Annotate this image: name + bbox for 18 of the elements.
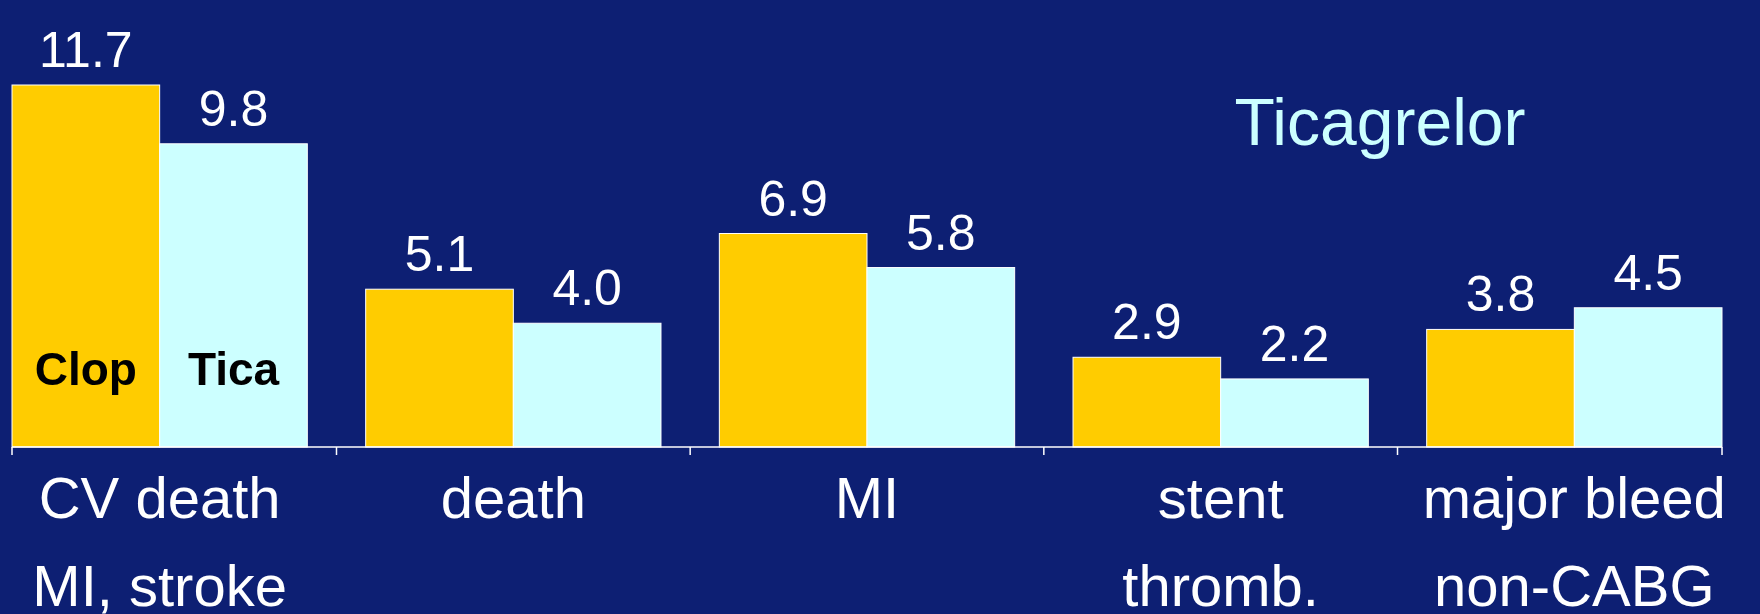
data-label: 5.1 [404,226,475,283]
data-label: 11.7 [39,22,133,78]
data-label: 5.8 [906,204,976,261]
series-label: Tica [187,343,280,395]
x-tick-label: stent thromb. [1122,465,1319,614]
data-label: 4.5 [1613,244,1683,301]
data-label: 6.9 [758,170,828,227]
x-tick-label: major bleed non-CABG [1422,465,1726,614]
x-tick-label: death [440,465,586,530]
data-label: 2.2 [1259,315,1330,372]
data-label: 2.9 [1112,294,1182,351]
data-label: 3.8 [1465,266,1536,323]
x-tick-label: CV death MI, stroke [32,465,287,614]
data-label: 4.0 [552,260,622,317]
chart-title: Ticagrelor [1234,85,1526,159]
series-label: Clop [34,343,137,395]
x-tick-label: MI [834,465,900,530]
data-label: 9.8 [198,80,269,137]
